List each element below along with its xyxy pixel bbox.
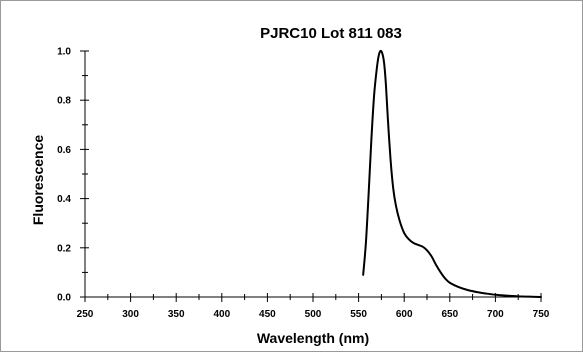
axes (84, 51, 541, 298)
x-axis-label: Wavelength (nm) (257, 330, 369, 346)
y-tick-label: 1.0 (57, 47, 71, 58)
x-tick-label: 600 (396, 309, 413, 320)
y-tick-label: 0.0 (57, 293, 71, 304)
chart-title: PJRC10 Lot 811 083 (260, 25, 402, 42)
series-line (362, 49, 542, 298)
x-tick-label: 700 (487, 309, 504, 320)
x-tick-label: 550 (350, 309, 367, 320)
y-axis-label: Fluorescence (30, 135, 46, 225)
x-tick-label: 450 (259, 309, 276, 320)
x-tick-label: 750 (533, 309, 550, 320)
x-tick-label: 400 (213, 309, 230, 320)
x-tick-label: 500 (305, 309, 322, 320)
y-tick-label: 0.8 (57, 96, 71, 107)
x-tick-label: 350 (168, 309, 185, 320)
x-tick-label: 650 (441, 309, 458, 320)
y-tick-label: 0.6 (57, 145, 71, 156)
y-tick-label: 0.4 (57, 194, 71, 205)
y-tick-label: 0.2 (57, 243, 71, 254)
ticks: 0.0 0.2 0.4 0.6 0.8 1.0 250 300 350 400 450 500 550 6… (57, 47, 550, 321)
x-tick-label: 300 (122, 309, 139, 320)
x-tick-label: 250 (77, 309, 94, 320)
